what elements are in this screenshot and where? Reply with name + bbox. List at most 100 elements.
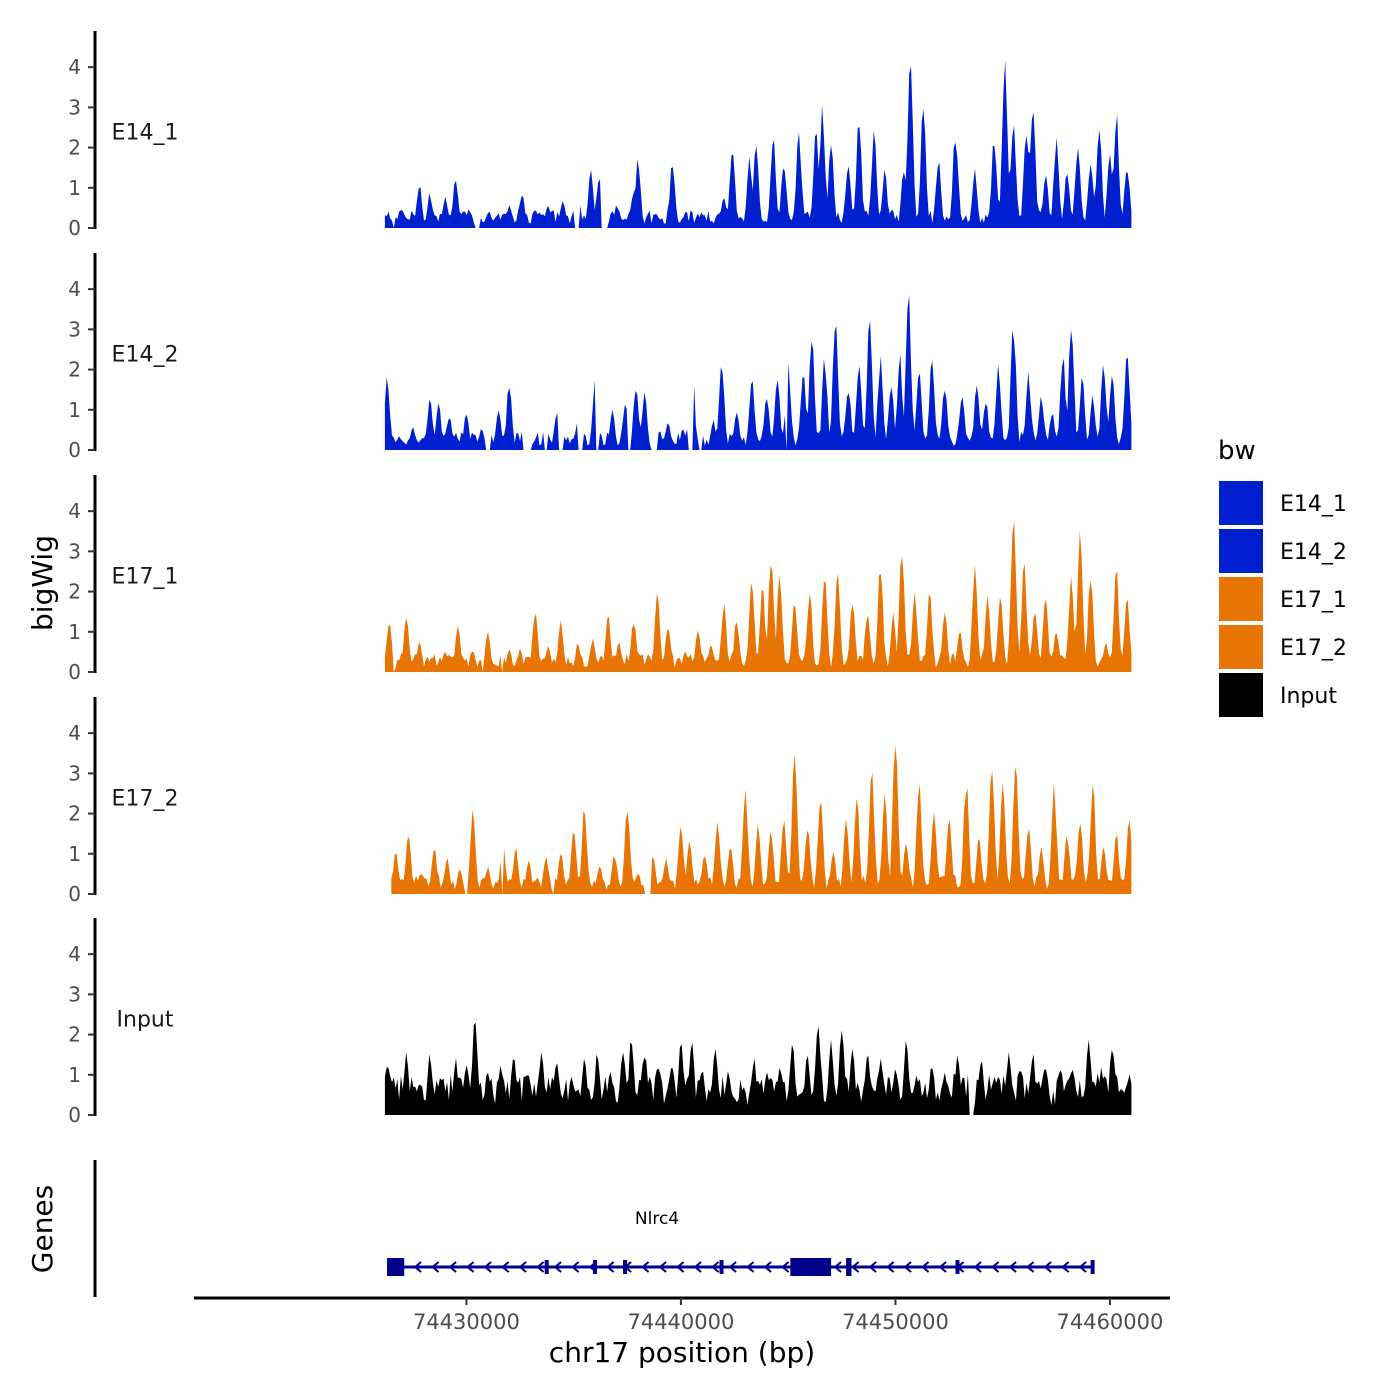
- track-label: E14_1: [112, 121, 179, 146]
- y-tick-label: 0: [68, 660, 81, 684]
- y-tick-label: 0: [68, 216, 81, 240]
- y-tick-label: 2: [68, 1023, 81, 1047]
- strand-arrow: [693, 1261, 702, 1273]
- y-tick-label: 2: [68, 802, 81, 826]
- y-tick-label: 3: [68, 95, 81, 119]
- strand-arrow: [483, 1261, 492, 1273]
- gene-model: [387, 1258, 1095, 1276]
- signal-area: [384, 295, 1132, 450]
- signal-area: [384, 520, 1132, 672]
- strand-arrow: [833, 1261, 842, 1273]
- signal-area: [384, 60, 1132, 228]
- signal-area: [391, 745, 1132, 894]
- track-e14_1: 0 1 2 3 4 E14_1: [68, 31, 1132, 240]
- strand-arrow: [921, 1261, 930, 1273]
- gene-exon: [592, 1260, 597, 1274]
- strand-arrow: [536, 1261, 545, 1273]
- gene-exon: [790, 1258, 832, 1276]
- strand-arrow: [431, 1261, 440, 1273]
- strand-arrow: [763, 1261, 772, 1273]
- signal-area: [384, 1022, 1132, 1115]
- gene-exon: [387, 1258, 405, 1276]
- strand-arrow: [658, 1261, 667, 1273]
- strand-arrow: [1061, 1261, 1070, 1273]
- strand-arrow: [781, 1261, 790, 1273]
- y-tick-label: 1: [68, 620, 81, 644]
- gene-exon: [719, 1260, 724, 1274]
- strand-arrow: [676, 1261, 685, 1273]
- track-input: 0 1 2 3 4 Input: [68, 918, 1132, 1127]
- legend-items: E14_1 E14_2 E17_1 E17_2 Input: [1219, 481, 1347, 717]
- strand-arrow: [501, 1261, 510, 1273]
- y-tick-label: 4: [68, 55, 81, 79]
- y-tick-label: 2: [68, 136, 81, 160]
- y-tick-label: 3: [68, 317, 81, 341]
- track-label: E14_2: [112, 343, 179, 368]
- y-tick-label: 1: [68, 176, 81, 200]
- x-tick-label: 74460000: [1056, 1310, 1163, 1334]
- y-tick-label: 0: [68, 438, 81, 462]
- x-tick-label: 74440000: [627, 1310, 734, 1334]
- strand-arrow: [851, 1261, 860, 1273]
- gene-exon: [955, 1260, 960, 1274]
- legend: bw E14_1 E14_2 E17_1 E17_2 Input: [1218, 436, 1347, 717]
- legend-label: Input: [1280, 684, 1337, 709]
- x-tick-label: 74450000: [842, 1310, 949, 1334]
- legend-key: [1219, 529, 1263, 573]
- track-label: Input: [117, 1008, 174, 1033]
- y-tick-label: 2: [68, 580, 81, 604]
- legend-key: [1219, 673, 1263, 717]
- strand-arrow: [606, 1261, 615, 1273]
- track-e14_2: 0 1 2 3 4 E14_2: [68, 253, 1132, 462]
- strand-arrow: [571, 1261, 580, 1273]
- y-tick-label: 1: [68, 398, 81, 422]
- y-tick-label: 3: [68, 982, 81, 1006]
- gene-exon: [623, 1260, 628, 1274]
- y-tick-label: 4: [68, 499, 81, 523]
- y-tick-label: 0: [68, 1103, 81, 1127]
- strand-arrow: [728, 1261, 737, 1273]
- strand-arrow: [448, 1261, 457, 1273]
- gene-exon: [846, 1258, 852, 1276]
- legend-key: [1219, 625, 1263, 669]
- x-tick-label: 74430000: [413, 1310, 520, 1334]
- legend-key: [1219, 577, 1263, 621]
- y-tick-label: 1: [68, 1063, 81, 1087]
- legend-label: E17_1: [1280, 588, 1347, 613]
- strand-arrow: [466, 1261, 475, 1273]
- gene-exon: [544, 1260, 549, 1274]
- strand-arrow: [641, 1261, 650, 1273]
- strand-arrow: [868, 1261, 877, 1273]
- track-e17_1: 0 1 2 3 4 E17_1: [68, 475, 1132, 684]
- track-label: E17_1: [112, 565, 179, 590]
- strand-arrow: [1008, 1261, 1017, 1273]
- strand-arrow: [886, 1261, 895, 1273]
- legend-key: [1219, 481, 1263, 525]
- legend-label: E17_2: [1280, 636, 1347, 661]
- legend-title: bw: [1218, 436, 1256, 466]
- strand-arrow: [938, 1261, 947, 1273]
- strand-arrow: [553, 1261, 562, 1273]
- strand-arrow: [1026, 1261, 1035, 1273]
- strand-arrow: [711, 1261, 720, 1273]
- strand-arrow: [518, 1261, 527, 1273]
- tracks-layer: 0 1 2 3 4 E14_1 0 1 2 3 4 E14_2 0 1 2 3 4 E17_1 0 1 2 3 4 E17_2…: [68, 31, 1132, 1127]
- gene-name-label: Nlrc4: [635, 1209, 679, 1229]
- legend-label: E14_1: [1280, 492, 1347, 517]
- y-tick-label: 3: [68, 539, 81, 563]
- genes-track: Genes Nlrc4: [26, 1160, 1095, 1297]
- y-tick-label: 2: [68, 358, 81, 382]
- strand-arrow: [1078, 1261, 1087, 1273]
- y-tick-label: 4: [68, 942, 81, 966]
- y-tick-label: 4: [68, 721, 81, 745]
- strand-arrow: [1043, 1261, 1052, 1273]
- gene-exon: [1090, 1260, 1095, 1274]
- strand-arrow: [746, 1261, 755, 1273]
- track-label: E17_2: [112, 787, 179, 812]
- track-e17_2: 0 1 2 3 4 E17_2: [68, 697, 1132, 906]
- strand-arrow: [413, 1261, 422, 1273]
- y-tick-label: 0: [68, 882, 81, 906]
- strand-arrow: [973, 1261, 982, 1273]
